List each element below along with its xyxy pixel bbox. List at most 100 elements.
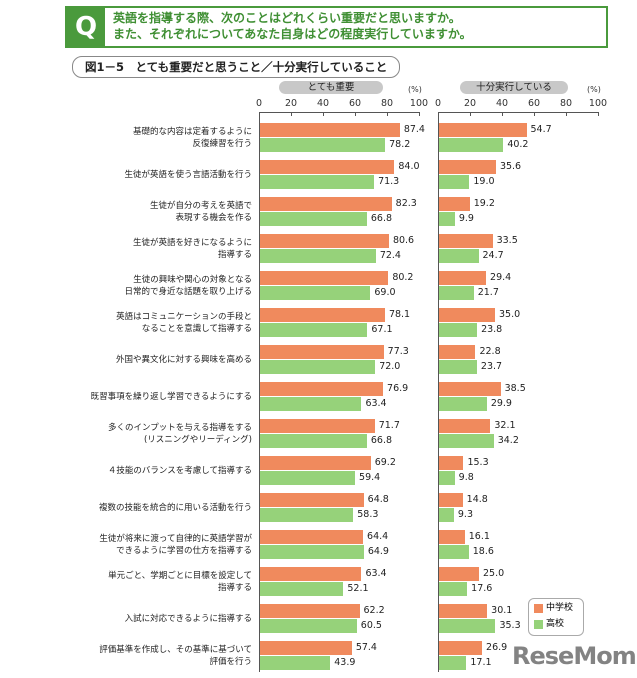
bar-high xyxy=(260,175,375,189)
x-axis-line xyxy=(259,112,419,113)
data-label: 29.9 xyxy=(490,398,512,409)
data-label: 35.0 xyxy=(499,309,521,320)
bar-junior xyxy=(260,271,389,285)
category-label: 生徒の興味や関心の対象となる 日常的で身近な話題を取り上げる xyxy=(124,275,252,297)
bar-high xyxy=(439,138,504,152)
legend: 中学校 高校 xyxy=(528,598,584,636)
data-label: 78.2 xyxy=(389,139,411,150)
bar-junior xyxy=(439,234,493,248)
panel-label-practiced: 十分実行している xyxy=(460,81,568,94)
data-label: 14.8 xyxy=(466,494,488,505)
bar-junior xyxy=(260,160,395,174)
category-label: ４技能のバランスを考慮して指導する xyxy=(107,466,252,476)
data-label: 34.2 xyxy=(497,435,519,446)
data-label: 66.8 xyxy=(370,213,393,224)
category-label: 多くのインプットを与える指導をする (リスニングやリーディング) xyxy=(108,423,252,445)
data-label: 82.3 xyxy=(395,198,417,209)
data-label: 23.8 xyxy=(481,324,503,335)
tick-mark xyxy=(291,112,292,116)
bar-junior xyxy=(439,456,464,470)
data-label: 25.0 xyxy=(483,568,505,579)
data-label: 26.9 xyxy=(486,642,508,653)
bar-junior xyxy=(260,456,371,470)
bar-high xyxy=(439,471,455,485)
data-label: 78.1 xyxy=(388,309,411,320)
bar-junior xyxy=(439,641,483,655)
bar-high xyxy=(439,323,478,337)
data-label: 57.4 xyxy=(355,642,377,653)
tick-label: 40 xyxy=(495,98,509,109)
data-label: 63.4 xyxy=(365,398,387,409)
tick-mark xyxy=(598,112,599,116)
data-label: 64.9 xyxy=(367,546,389,557)
category-label: 既習事項を繰り返し学習できるようにする xyxy=(90,392,252,402)
bar-junior xyxy=(260,567,362,581)
data-label: 9.9 xyxy=(458,213,474,224)
category-label: 基礎的な内容は定着するように 反復練習を行う xyxy=(132,127,252,149)
bar-high xyxy=(260,286,371,300)
question-line-1: 英語を指導する際、次のことはどれくらい重要だと思いますか。 xyxy=(113,11,461,25)
bar-junior xyxy=(439,160,496,174)
tick-mark xyxy=(387,112,388,116)
bar-high xyxy=(260,582,344,596)
tick-label: 20 xyxy=(284,98,298,109)
bar-junior xyxy=(260,345,384,359)
bar-high xyxy=(260,434,367,448)
legend-swatch-high xyxy=(534,620,543,629)
data-label: 69.0 xyxy=(374,287,396,298)
tick-mark xyxy=(566,112,567,116)
data-label: 67.1 xyxy=(371,324,393,335)
tick-mark xyxy=(502,112,503,116)
bar-high xyxy=(439,360,477,374)
data-label: 80.2 xyxy=(392,272,414,283)
data-label: 84.0 xyxy=(398,161,420,172)
watermark-logo: ReseMom xyxy=(512,642,637,670)
tick-label: 60 xyxy=(348,98,362,109)
tick-mark xyxy=(355,112,356,116)
category-label: 複数の技能を統合的に用いる活動を行う xyxy=(98,503,252,513)
bar-high xyxy=(260,212,367,226)
category-label: 生徒が英語を使う言語活動を行う xyxy=(124,170,252,180)
q-icon: Q xyxy=(67,8,105,46)
tick-mark xyxy=(323,112,324,116)
data-label: 17.1 xyxy=(470,657,492,668)
data-label: 16.1 xyxy=(468,531,490,542)
tick-mark xyxy=(534,112,535,116)
data-label: 29.4 xyxy=(490,272,512,283)
bar-high xyxy=(260,619,357,633)
data-label: 59.4 xyxy=(359,472,381,483)
bar-high xyxy=(439,434,494,448)
data-label: 64.4 xyxy=(367,531,389,542)
bar-high xyxy=(260,656,331,670)
data-label: 80.6 xyxy=(392,235,415,246)
unit-label-left: (%) xyxy=(408,85,422,94)
category-label: 英語はコミュニケーションの手段と なることを意識して指導する xyxy=(116,312,252,334)
bar-high xyxy=(260,138,386,152)
bar-junior xyxy=(439,382,501,396)
legend-swatch-junior xyxy=(534,604,543,613)
category-label: 評価基準を作成し、その基準に基づいて 評価を行う xyxy=(99,645,252,667)
data-label: 77.3 xyxy=(387,346,409,357)
bar-junior xyxy=(439,345,476,359)
data-label: 38.5 xyxy=(504,383,526,394)
data-label: 9.3 xyxy=(457,509,473,520)
data-label: 43.9 xyxy=(334,657,356,668)
data-label: 35.6 xyxy=(499,161,522,172)
bar-high xyxy=(260,508,354,522)
bar-high xyxy=(439,582,468,596)
data-label: 71.7 xyxy=(378,420,400,431)
data-label: 60.5 xyxy=(360,620,382,631)
data-label: 62.2 xyxy=(363,605,385,616)
bar-high xyxy=(439,656,467,670)
data-label: 58.3 xyxy=(357,509,379,520)
bar-high xyxy=(439,286,474,300)
legend-label-high: 高校 xyxy=(546,619,565,629)
data-label: 40.2 xyxy=(507,139,529,150)
bar-junior xyxy=(439,493,463,507)
y-axis-line xyxy=(438,112,439,672)
category-label: 生徒が自分の考えを英語で 表現する機会を作る xyxy=(149,201,252,223)
data-label: 72.0 xyxy=(379,361,401,372)
data-label: 19.2 xyxy=(473,198,495,209)
x-axis-line xyxy=(438,112,598,113)
data-label: 24.7 xyxy=(482,250,504,261)
